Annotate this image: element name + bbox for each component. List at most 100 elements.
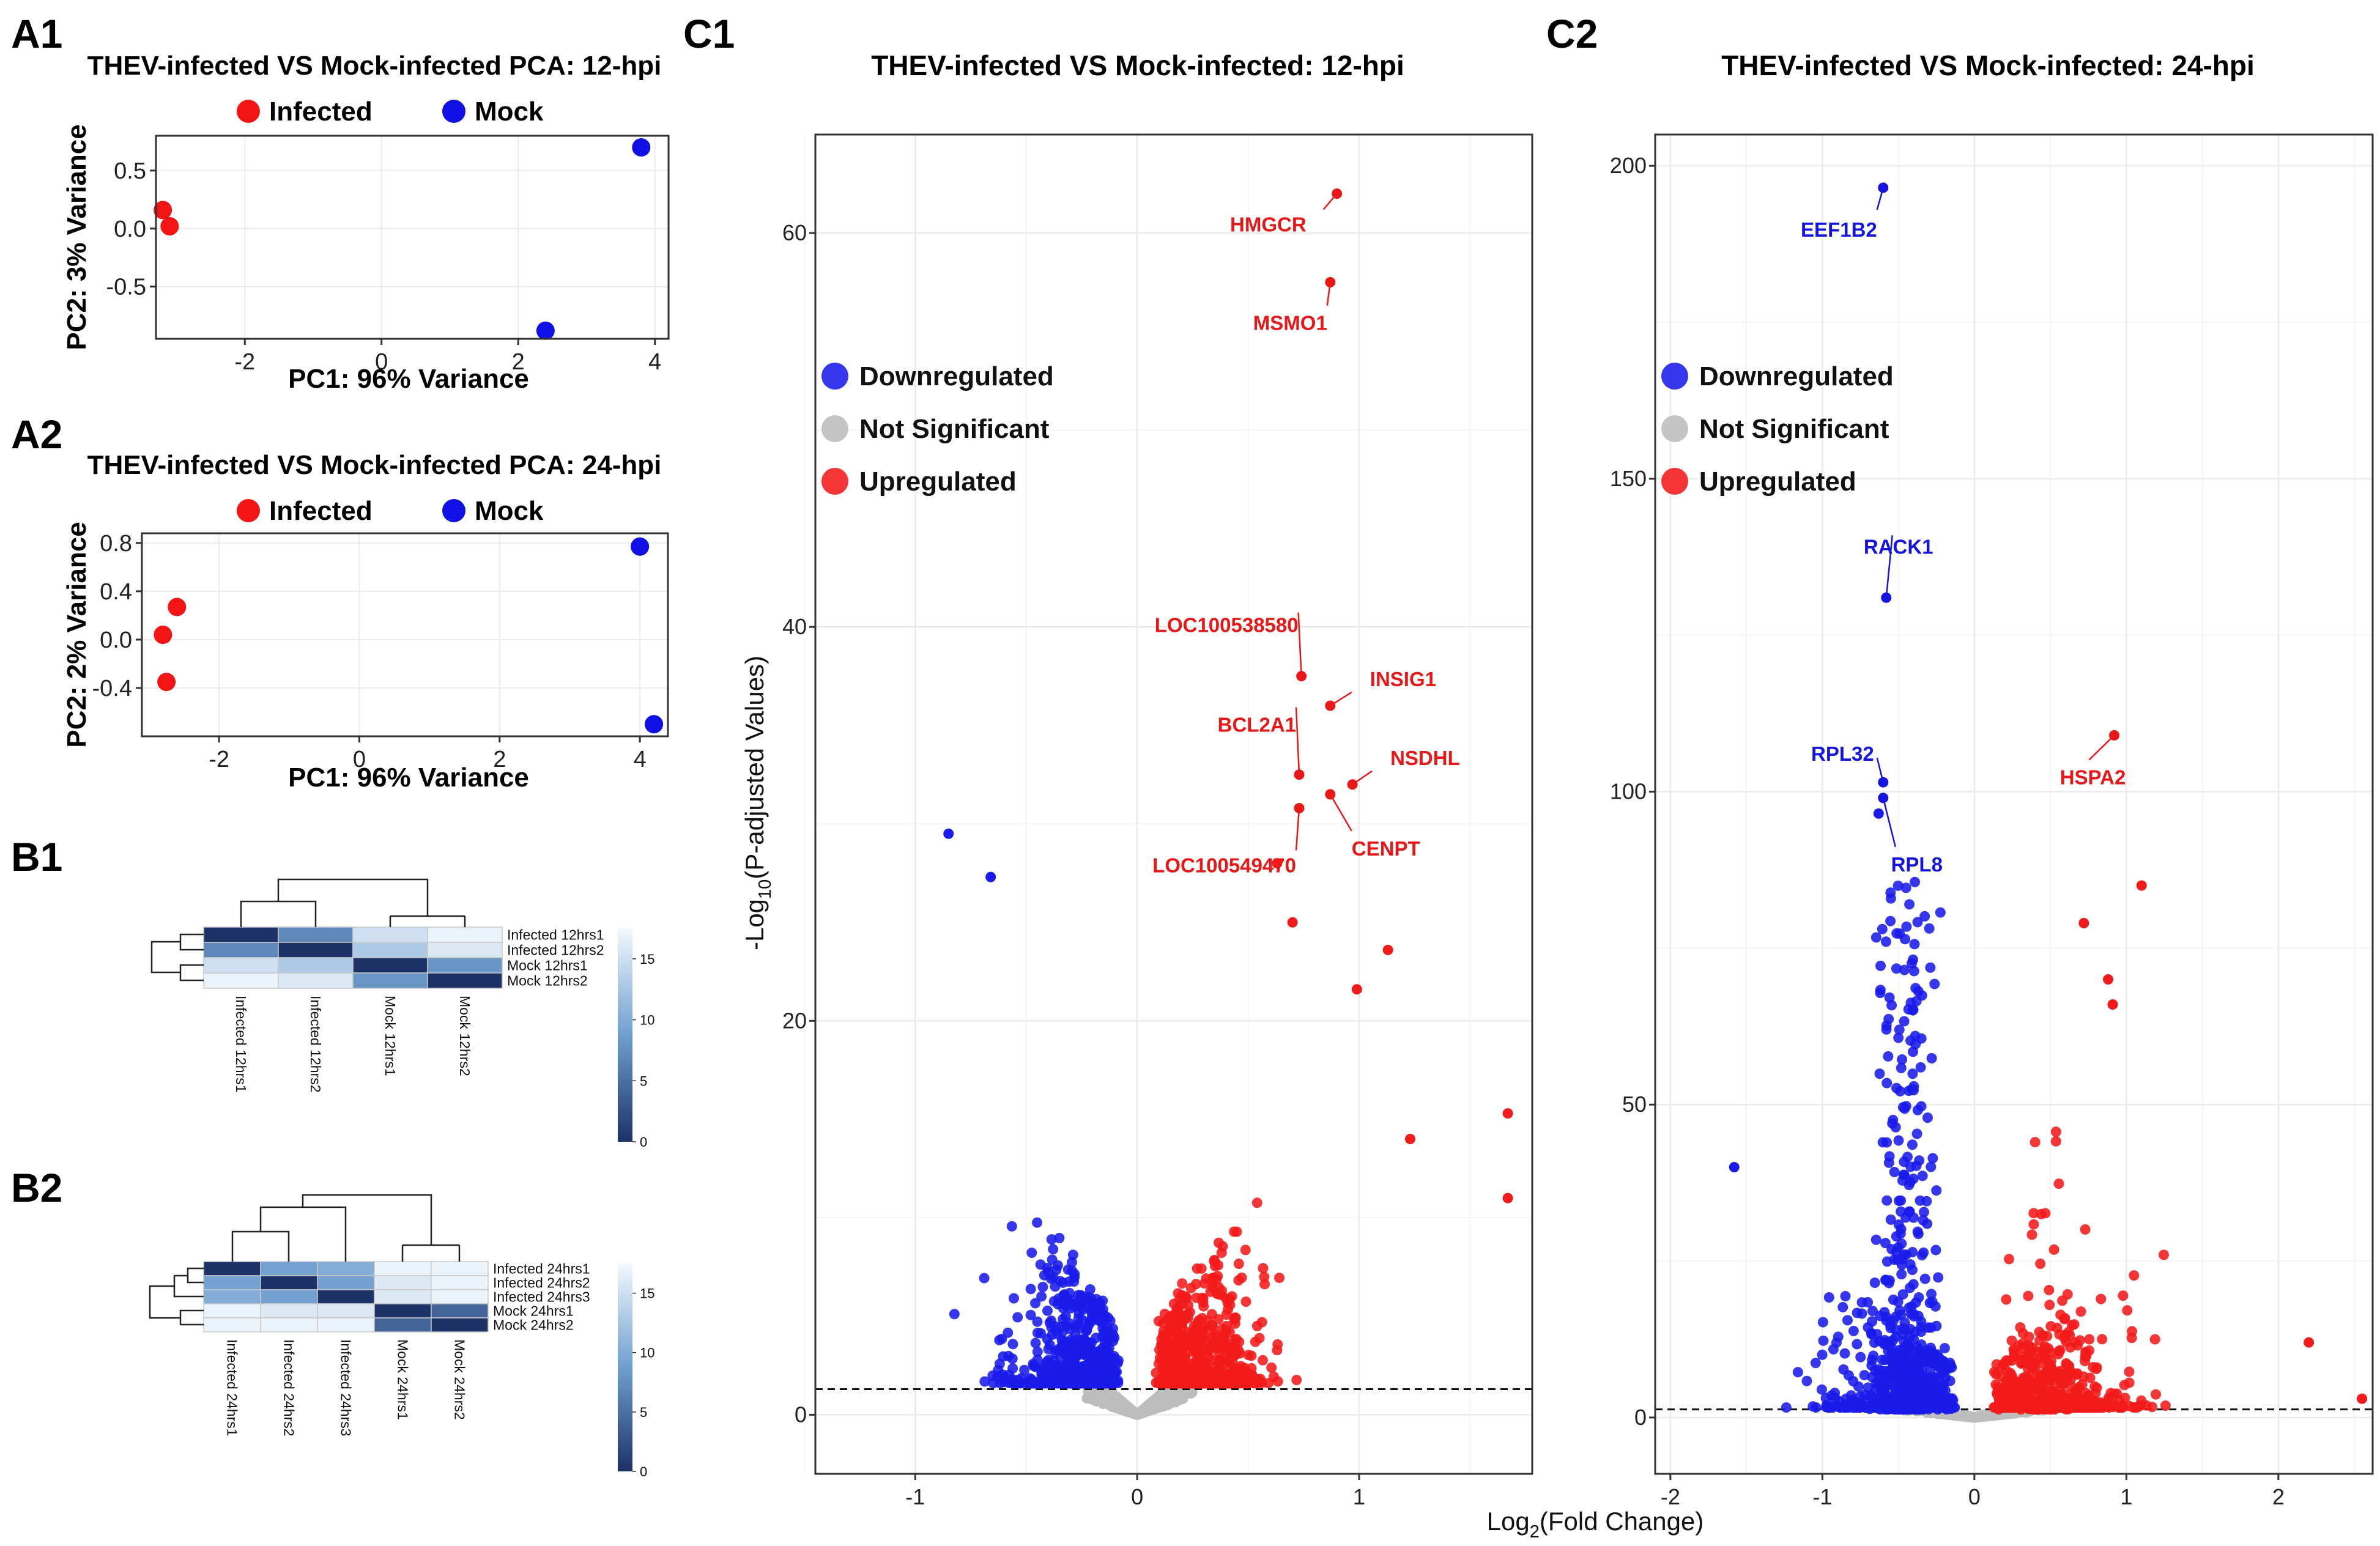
heatmap-cell [260, 1275, 318, 1290]
downregulated-point [1055, 1276, 1066, 1287]
downregulated-point [1077, 1344, 1088, 1355]
upregulated-point [1250, 1336, 1261, 1347]
upregulated-point [1167, 1350, 1178, 1361]
plot-frame [814, 133, 1533, 1475]
downregulated-point [1064, 1287, 1075, 1298]
x-tick-label: 0 [1131, 1484, 1143, 1509]
downregulated-point [1019, 1364, 1030, 1375]
heatmap-cell [317, 1261, 375, 1276]
x-tick-label: 1 [1353, 1484, 1365, 1509]
ns-point [1158, 1388, 1170, 1399]
colorbar-tick-label: 5 [640, 1405, 647, 1420]
ns-point [1144, 1400, 1155, 1411]
upregulated-point [1272, 858, 1283, 869]
upregulated-point [1196, 1378, 1207, 1389]
gene-label: LOC100549470 [1152, 854, 1296, 876]
panel-label-c1: C1 [683, 11, 735, 56]
downregulated-point [1044, 1339, 1055, 1350]
ns-point [1086, 1389, 1097, 1400]
upregulated-point [1248, 1378, 1259, 1389]
downregulated-point [1095, 1367, 1107, 1378]
x-tick-label: 4 [648, 349, 661, 375]
downregulated-point [1028, 1377, 1039, 1388]
downregulated-point [1042, 1305, 1053, 1316]
heatmap-cell [352, 926, 428, 943]
upregulated-point [1240, 1245, 1251, 1256]
downregulated-point [1042, 1262, 1053, 1273]
chart-title: THEV-infected VS Mock-infected PCA: 12-h… [87, 51, 662, 81]
upregulated-point [1241, 1372, 1252, 1383]
points [154, 537, 664, 734]
heatmap-cell [352, 942, 428, 958]
downregulated-point [1032, 1316, 1043, 1327]
ns-point [1960, 1410, 1971, 1421]
gene-labels: HMGCRMSMO1LOC100538580INSIG1BCL2A1NSDHLC… [1152, 188, 1460, 876]
upregulated-point [1158, 1318, 1169, 1329]
legend-label: Downregulated [859, 361, 1054, 391]
x-tick-label: 2 [493, 747, 506, 772]
downregulated-point [1012, 1312, 1023, 1323]
downregulated-point [1089, 1357, 1100, 1368]
upregulated-point [1274, 1272, 1285, 1283]
heatmap-cell [203, 1317, 261, 1333]
upregulated-point [1206, 1309, 1217, 1320]
y-tick-label: 0 [795, 1402, 807, 1427]
downregulated-point [1054, 1232, 1065, 1243]
y-axis-label: -Log10(P-adjusted Values) [740, 656, 775, 950]
legend-marker [821, 468, 848, 495]
gene-label: LOC100538580 [1155, 614, 1299, 637]
heatmap-cell [260, 1289, 318, 1304]
upregulated-point [1176, 1375, 1187, 1386]
x-ticks: -1 0 1 [905, 1474, 1365, 1509]
pca-point-mock [632, 138, 651, 157]
panel-label-b2: B2 [11, 1165, 62, 1210]
heatmap-row-label: Infected 24hrs2 [493, 1275, 590, 1291]
downregulated-point [943, 828, 954, 839]
y-tick-label: 40 [782, 614, 807, 639]
heatmap-cell [203, 1275, 261, 1290]
upregulated-point [1172, 1366, 1183, 1377]
pca-point-mock [645, 715, 664, 734]
x-tick-label: 4 [634, 747, 647, 772]
heatmap-cell [352, 957, 428, 974]
pca-point-infected [168, 597, 187, 616]
plot-frame [155, 135, 670, 340]
downregulated-point [1108, 1351, 1119, 1362]
downregulated-point [1094, 1345, 1105, 1356]
y-tick-label: 0.0 [114, 216, 146, 242]
panel-label-a2: A2 [11, 412, 62, 457]
upregulated-point [1233, 1258, 1244, 1269]
upregulated-point [1210, 1260, 1221, 1271]
chart-title: THEV-infected VS Mock-infected: 12-hpi [871, 50, 1404, 81]
upregulated-point [1256, 1317, 1267, 1328]
upregulated-point [1196, 1313, 1207, 1324]
pca-point-infected [160, 216, 179, 235]
downregulated-point [1035, 1328, 1046, 1339]
colorbar-tick-label: 10 [640, 1345, 654, 1361]
colorbar [618, 1263, 632, 1471]
upregulated-point [1178, 1342, 1189, 1353]
upregulated-point [1198, 1321, 1209, 1332]
downregulated-point [1066, 1257, 1077, 1268]
downregulated-point [1075, 1372, 1086, 1383]
chart-title: THEV-infected VS Mock-infected PCA: 24-h… [87, 450, 662, 480]
heatmap-cell [203, 1261, 261, 1276]
highlighted-gene-point [1325, 700, 1336, 711]
upregulated-point [1177, 1278, 1188, 1289]
gene-label-connector [1297, 612, 1302, 676]
ns-point [1171, 1393, 1182, 1404]
dendrogram [150, 933, 204, 982]
heatmap-cell [431, 1303, 489, 1319]
legend-label: Upregulated [859, 467, 1017, 497]
heatmap-row-label: Infected 12hrs1 [507, 927, 604, 943]
upregulated-point [1212, 1271, 1223, 1282]
x-tick-label: 0 [375, 349, 388, 375]
legend-mock-label: Mock [475, 496, 544, 526]
heatmap-cell [260, 1303, 318, 1319]
dendrogram [240, 878, 466, 927]
heatmap-col-label: Mock 24hrs1 [395, 1339, 411, 1420]
downregulated-point [1056, 1363, 1067, 1374]
pca-point-mock [631, 537, 650, 556]
downregulated-point [985, 871, 996, 882]
upregulated-point [1200, 1366, 1211, 1377]
